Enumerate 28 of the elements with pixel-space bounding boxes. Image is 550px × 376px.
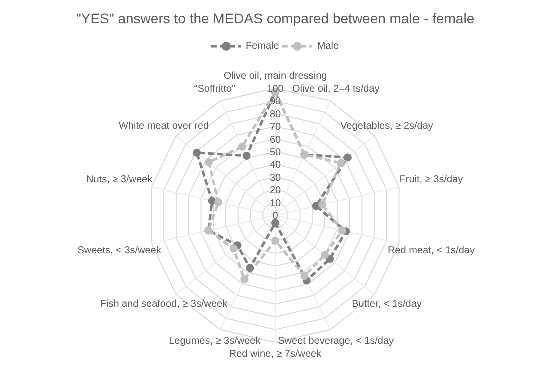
chart-title: "YES" answers to the MEDAS compared between male - female — [76, 10, 475, 26]
spoke-label: Red meat, < 1s/day — [388, 246, 475, 257]
y-tick-label: 20 — [270, 186, 282, 197]
spoke-label: Vegetables, ≥ 2s/day — [340, 121, 434, 132]
spoke-label: Olive oil, 2–4 ts/day — [292, 84, 380, 96]
y-tick-label: 30 — [270, 172, 282, 184]
y-tick-label: 40 — [270, 160, 282, 172]
spoke-label: Red wine, ≥ 7s/week — [229, 349, 323, 360]
spoke-label: Butter, < 1s/day — [352, 298, 422, 310]
y-tick-label: 100 — [267, 84, 284, 95]
y-tick-label: 70 — [270, 122, 282, 134]
spoke-label: Sweet beverage, < 1s/day — [278, 336, 394, 347]
legend-label: Female — [246, 40, 280, 52]
legend-label: Male — [317, 40, 340, 52]
spoke-label: Nuts, ≥ 3/week — [86, 174, 154, 186]
spoke-label: Fruit, ≥ 3s/day — [400, 174, 464, 186]
spoke-label: Sweets, < 3s/week — [78, 246, 162, 257]
spoke-label: Olive oil, main dressing — [224, 71, 328, 82]
spoke-label: White meat over red — [118, 121, 210, 132]
spoke-label: Legumes, ≥ 3s/week — [169, 336, 262, 347]
y-tick-label: 80 — [270, 109, 282, 120]
y-tick-label: 90 — [270, 96, 282, 108]
spoke-label: Fish and seafood, ≥ 3s/week — [100, 298, 229, 310]
y-tick-label: 0 — [272, 211, 279, 222]
y-tick-label: 50 — [270, 148, 282, 158]
y-tick-label: 60 — [270, 134, 282, 146]
spoke-label: “Soffritto” — [194, 84, 236, 96]
y-tick-label: 10 — [270, 198, 282, 210]
